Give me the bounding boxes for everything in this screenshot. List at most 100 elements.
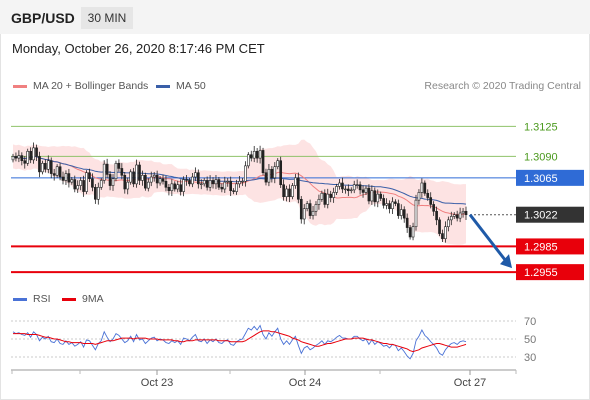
candle-body xyxy=(132,171,135,185)
candle xyxy=(255,148,259,163)
candle xyxy=(326,188,330,209)
candle-body xyxy=(399,209,403,216)
candle-body xyxy=(411,226,415,238)
candle xyxy=(258,145,262,164)
candle xyxy=(294,173,297,189)
candle xyxy=(423,180,427,196)
candle xyxy=(182,176,185,197)
candle-body xyxy=(14,156,18,159)
candle-body xyxy=(167,186,171,192)
candle xyxy=(246,152,250,169)
candle-body xyxy=(376,193,380,203)
candle xyxy=(202,177,206,187)
candle xyxy=(226,178,230,187)
candle xyxy=(335,183,338,195)
candle-body xyxy=(32,147,35,161)
candle xyxy=(391,197,394,215)
legend-rsi-label: RSI xyxy=(33,293,51,305)
candle-body xyxy=(405,217,409,228)
candle xyxy=(411,222,415,241)
candle xyxy=(320,190,324,202)
candle-body xyxy=(49,160,53,174)
candle xyxy=(311,205,315,220)
candle xyxy=(344,185,347,194)
candle xyxy=(279,156,283,188)
candle-body xyxy=(29,150,32,161)
candle-body xyxy=(349,189,353,192)
candle-body xyxy=(170,183,174,192)
candle xyxy=(117,159,121,172)
candle xyxy=(447,216,450,232)
rsi-tick-label: 50 xyxy=(524,334,536,346)
candle xyxy=(94,184,97,204)
candle-body xyxy=(114,162,118,180)
candle xyxy=(235,179,238,195)
candle xyxy=(73,175,77,193)
candle xyxy=(364,185,368,195)
timeframe-badge[interactable]: 30 MIN xyxy=(81,7,133,29)
candle-body xyxy=(76,185,80,190)
candle-body xyxy=(329,193,333,198)
candle xyxy=(135,159,138,188)
candle xyxy=(361,185,365,198)
candle-body xyxy=(438,219,441,234)
candle xyxy=(332,187,335,203)
candle-body xyxy=(199,183,203,185)
candle-body xyxy=(291,185,294,198)
candle-body xyxy=(120,168,124,176)
ma50-swatch-icon xyxy=(156,84,170,88)
candle xyxy=(414,194,418,231)
legend-rsi-ma-label: 9MA xyxy=(82,293,104,305)
candle xyxy=(194,167,197,181)
candle-body xyxy=(117,162,121,169)
candle xyxy=(299,196,303,224)
candle-body xyxy=(367,187,371,202)
resistance-2-label: 1.3125 xyxy=(524,121,558,133)
candle xyxy=(88,168,91,182)
candle-body xyxy=(58,166,62,178)
candle xyxy=(379,191,383,201)
candle-body xyxy=(144,174,147,189)
candle-body xyxy=(88,172,91,180)
candle xyxy=(297,172,300,204)
candle xyxy=(217,177,221,190)
candle-body xyxy=(105,163,109,175)
candle xyxy=(26,148,30,166)
candle-body xyxy=(46,160,50,170)
candle xyxy=(405,213,409,233)
candle-body xyxy=(455,214,459,219)
candle-body xyxy=(211,180,215,185)
candle xyxy=(161,174,165,185)
candle-body xyxy=(179,184,182,192)
candle-body xyxy=(326,193,330,205)
candle-body xyxy=(308,203,312,216)
support-2-label: 1.2955 xyxy=(524,267,558,279)
candle-body xyxy=(161,178,165,182)
candle xyxy=(341,177,344,193)
rsi-line xyxy=(12,324,467,360)
rsi-tick-label: 70 xyxy=(524,316,536,328)
candle xyxy=(170,179,174,197)
candle-body xyxy=(279,160,283,186)
candle-body xyxy=(364,187,368,193)
candle xyxy=(238,175,241,188)
x-tick-label: Oct 24 xyxy=(289,377,321,389)
candle xyxy=(329,190,333,203)
candle-body xyxy=(344,188,347,191)
rsi-tick-label: 30 xyxy=(524,352,536,364)
pivot-label: 1.3065 xyxy=(524,173,558,185)
candle-body xyxy=(317,198,321,205)
legend-ma50-label: MA 50 xyxy=(176,80,206,92)
candle-body xyxy=(426,192,430,198)
candle-body xyxy=(173,183,177,190)
candle xyxy=(388,200,391,214)
candle xyxy=(67,168,71,188)
candle-body xyxy=(232,190,235,192)
candle-body xyxy=(276,160,280,168)
candle xyxy=(114,160,118,182)
candle-body xyxy=(64,173,68,181)
candle xyxy=(146,178,150,192)
candle-body xyxy=(52,173,56,176)
candle xyxy=(461,208,465,218)
candle xyxy=(126,177,130,195)
